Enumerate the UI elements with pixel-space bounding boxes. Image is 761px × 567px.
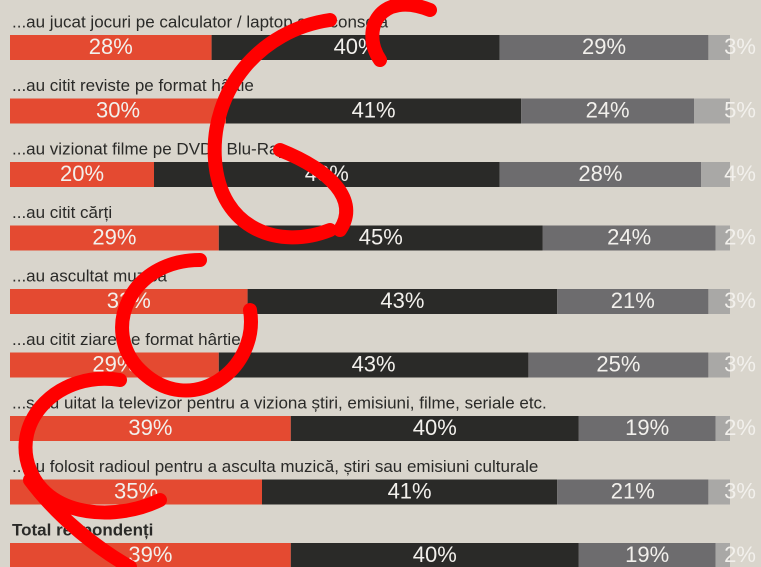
value-label: 5% xyxy=(724,97,756,122)
category-label: ...au citit reviste pe format hârtie xyxy=(12,76,254,95)
bar-segment xyxy=(557,289,709,314)
watermark-stroke xyxy=(18,371,167,520)
watermark-stroke xyxy=(365,0,437,67)
watermark xyxy=(18,0,437,567)
bar-segment xyxy=(694,98,730,124)
bar-segment xyxy=(708,479,730,505)
value-label: 41% xyxy=(352,97,396,122)
bar-segment xyxy=(578,416,716,441)
watermark-stroke xyxy=(115,253,258,398)
bar-segment xyxy=(715,225,730,251)
bar-segment xyxy=(528,352,709,378)
bar-segment xyxy=(10,225,219,251)
value-label: 3% xyxy=(724,34,756,59)
value-label: 39% xyxy=(128,542,172,567)
bar-segment xyxy=(521,98,694,124)
value-label: 2% xyxy=(724,415,756,440)
bar-segment xyxy=(247,289,558,314)
value-label: 43% xyxy=(352,351,396,376)
value-label: 4% xyxy=(724,161,756,186)
value-label: 3% xyxy=(724,351,756,376)
value-label: 3% xyxy=(724,288,756,313)
category-label: ...au folosit radioul pentru a asculta m… xyxy=(12,457,538,476)
bar-segment xyxy=(499,162,702,187)
value-label: 30% xyxy=(96,97,140,122)
bar-segment xyxy=(715,543,730,567)
bar-segment xyxy=(578,543,716,567)
watermark-stroke xyxy=(207,13,337,245)
bar-segment xyxy=(218,352,529,378)
bar-segment xyxy=(10,543,291,567)
bar-segment xyxy=(226,98,522,124)
value-label: 21% xyxy=(611,478,655,503)
bar-segment xyxy=(499,35,709,60)
category-label: ...s-au uitat la televizor pentru a vizi… xyxy=(12,393,547,412)
value-label: 40% xyxy=(413,415,457,440)
value-label: 39% xyxy=(128,415,172,440)
bar-segment xyxy=(10,162,154,187)
value-label: 19% xyxy=(625,542,669,567)
value-label: 2% xyxy=(724,542,756,567)
value-label: 2% xyxy=(724,224,756,249)
value-label: 25% xyxy=(596,351,640,376)
bar-segment xyxy=(715,416,730,441)
value-label: 45% xyxy=(359,224,403,249)
bar-segment xyxy=(290,416,579,441)
watermark-stroke xyxy=(23,473,137,567)
value-label: 24% xyxy=(607,224,651,249)
value-label: 24% xyxy=(586,97,630,122)
bar-segment xyxy=(262,479,558,505)
bar-segment xyxy=(542,225,716,251)
value-label: 28% xyxy=(89,34,133,59)
value-label: 20% xyxy=(60,161,104,186)
value-label: 28% xyxy=(578,161,622,186)
bar-segment xyxy=(708,35,730,60)
value-label: 19% xyxy=(625,415,669,440)
value-label: 29% xyxy=(582,34,626,59)
bar-segment xyxy=(557,479,709,505)
value-label: 40% xyxy=(413,542,457,567)
value-label: 21% xyxy=(611,288,655,313)
category-label: ...au citit cărți xyxy=(12,203,112,222)
bar-segment xyxy=(10,416,291,441)
category-label: ...au vizionat filme pe DVD / Blu-Ray xyxy=(12,139,287,158)
value-label: 29% xyxy=(92,224,136,249)
bar-segment xyxy=(10,35,212,60)
watermark-stroke xyxy=(273,143,354,237)
bar-segment xyxy=(10,98,226,124)
bar-segment xyxy=(708,352,730,378)
value-label: 3% xyxy=(724,478,756,503)
bar-segment xyxy=(701,162,730,187)
value-label: 41% xyxy=(388,478,432,503)
value-label: 43% xyxy=(380,288,424,313)
bar-segment xyxy=(708,289,730,314)
bar-segment xyxy=(290,543,579,567)
category-label: ...au ascultat muzică xyxy=(12,266,168,285)
